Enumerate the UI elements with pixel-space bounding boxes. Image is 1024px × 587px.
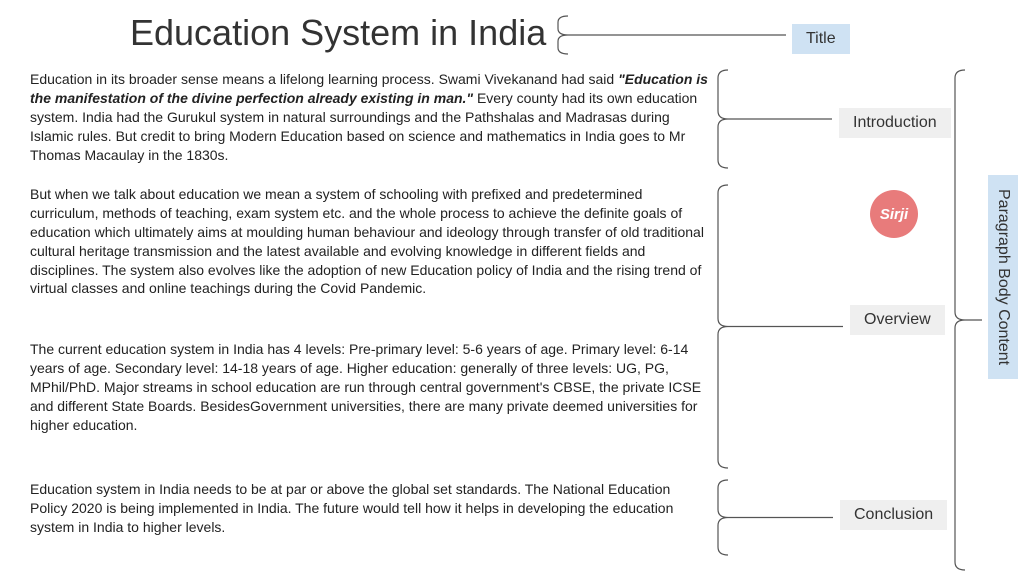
- overview-brace: [718, 185, 728, 468]
- label-body-content: Paragraph Body Content: [988, 175, 1018, 379]
- paragraph-introduction: Education in its broader sense means a l…: [30, 70, 710, 164]
- label-introduction: Introduction: [839, 108, 951, 138]
- p1-pre: Education in its broader sense means a l…: [30, 71, 618, 87]
- paragraph-conclusion: Education system in India needs to be at…: [30, 480, 710, 537]
- conclusion-brace: [718, 480, 728, 555]
- label-conclusion: Conclusion: [840, 500, 947, 530]
- title-brace: [558, 16, 568, 54]
- introduction-brace: [718, 70, 728, 168]
- body-brace: [955, 70, 965, 570]
- label-title: Title: [792, 24, 850, 54]
- paragraph-overview-2: The current education system in India ha…: [30, 340, 710, 434]
- sirji-logo: Sirji: [870, 190, 918, 238]
- page-title: Education System in India: [130, 12, 546, 54]
- label-overview: Overview: [850, 305, 945, 335]
- paragraph-overview-1: But when we talk about education we mean…: [30, 185, 710, 298]
